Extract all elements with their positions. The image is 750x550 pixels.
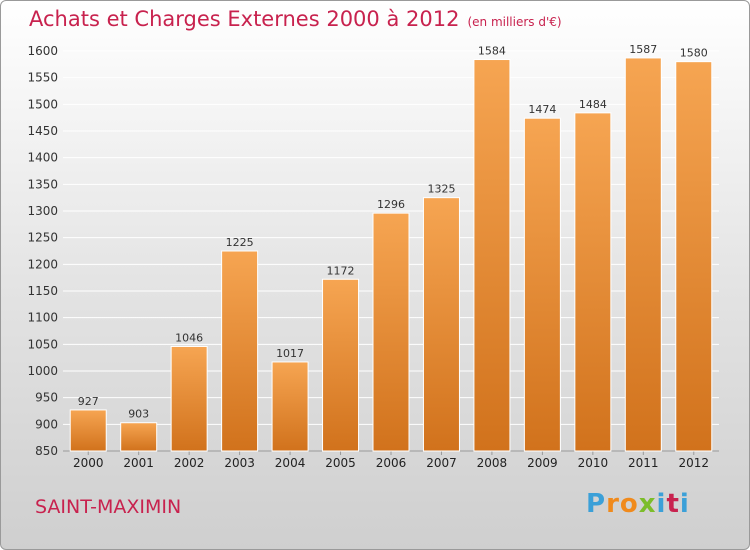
bar-2009 bbox=[523, 117, 561, 452]
y-tick-label: 1100 bbox=[27, 311, 58, 325]
x-tick-label-2002: 2002 bbox=[174, 456, 205, 470]
logo-letter: P bbox=[586, 489, 607, 519]
y-tick-label: 1050 bbox=[27, 337, 58, 351]
value-label-2001: 903 bbox=[128, 408, 149, 421]
logo-letter: o bbox=[619, 489, 639, 519]
bar-2005 bbox=[322, 278, 360, 452]
bar-2000 bbox=[69, 409, 107, 452]
y-tick-label: 1250 bbox=[27, 231, 58, 245]
x-tick-label-2006: 2006 bbox=[376, 456, 407, 470]
y-tick-label: 900 bbox=[35, 417, 58, 431]
bar-2006 bbox=[372, 212, 410, 452]
y-tick-label: 1600 bbox=[27, 44, 58, 58]
x-tick-label-2007: 2007 bbox=[426, 456, 457, 470]
bar-2001 bbox=[120, 422, 158, 452]
proxiti-logo: Proxiti bbox=[586, 489, 690, 519]
y-tick-label: 850 bbox=[35, 444, 58, 458]
value-label-2006: 1296 bbox=[377, 198, 405, 211]
x-tick-label-2008: 2008 bbox=[477, 456, 508, 470]
value-label-2008: 1584 bbox=[478, 45, 506, 58]
y-tick-label: 1400 bbox=[27, 151, 58, 165]
y-tick-label: 1200 bbox=[27, 257, 58, 271]
x-tick-label-2003: 2003 bbox=[224, 456, 255, 470]
chart-title: Achats et Charges Externes 2000 à 2012 (e… bbox=[29, 7, 562, 31]
value-label-2005: 1172 bbox=[327, 264, 355, 277]
value-label-2002: 1046 bbox=[175, 331, 203, 344]
x-tick-label-2012: 2012 bbox=[678, 456, 709, 470]
value-label-2012: 1580 bbox=[680, 47, 708, 60]
logo-letter: r bbox=[606, 489, 620, 519]
x-tick-label-2010: 2010 bbox=[578, 456, 609, 470]
value-label-2003: 1225 bbox=[226, 236, 254, 249]
value-label-2010: 1484 bbox=[579, 98, 607, 111]
logo-letter: i bbox=[656, 489, 667, 519]
x-tick-label-2000: 2000 bbox=[73, 456, 104, 470]
chart-unit: (en milliers d'€) bbox=[467, 15, 562, 29]
y-tick-label: 1500 bbox=[27, 97, 58, 111]
bars-layer bbox=[69, 57, 713, 452]
value-label-2009: 1474 bbox=[528, 103, 556, 116]
value-label-2004: 1017 bbox=[276, 347, 304, 360]
x-tick-label-2011: 2011 bbox=[628, 456, 659, 470]
y-tick-label: 1350 bbox=[27, 177, 58, 191]
logo-letter: t bbox=[666, 489, 680, 519]
chart-title-text: Achats et Charges Externes 2000 à 2012 bbox=[29, 7, 460, 31]
bar-2010 bbox=[574, 112, 612, 452]
y-tick-label: 1000 bbox=[27, 364, 58, 378]
y-tick-label: 1450 bbox=[27, 124, 58, 138]
logo-letter: i bbox=[679, 489, 690, 519]
x-tick-label-2004: 2004 bbox=[275, 456, 306, 470]
value-label-2000: 927 bbox=[78, 395, 99, 408]
x-tick-label-2001: 2001 bbox=[123, 456, 154, 470]
bar-2003 bbox=[221, 250, 259, 452]
bar-2004 bbox=[271, 361, 309, 452]
x-tick-label-2009: 2009 bbox=[527, 456, 558, 470]
bar-2008 bbox=[473, 59, 511, 452]
y-tick-label: 950 bbox=[35, 391, 58, 405]
bar-2012 bbox=[675, 61, 713, 452]
logo-letter: x bbox=[638, 489, 657, 519]
x-tick-label-2005: 2005 bbox=[325, 456, 356, 470]
bar-2011 bbox=[624, 57, 662, 452]
labels-layer: 850 900 950 1000 1050 1100 1150 1200 1250 1300 135… bbox=[27, 43, 709, 470]
y-tick-label: 1550 bbox=[27, 71, 58, 85]
y-tick-label: 1150 bbox=[27, 284, 58, 298]
value-label-2007: 1325 bbox=[427, 183, 455, 196]
commune-name: SAINT-MAXIMIN bbox=[35, 496, 182, 518]
bar-2002 bbox=[170, 345, 208, 452]
y-tick-label: 1300 bbox=[27, 204, 58, 218]
bar-2007 bbox=[422, 197, 460, 452]
value-label-2011: 1587 bbox=[629, 43, 657, 56]
